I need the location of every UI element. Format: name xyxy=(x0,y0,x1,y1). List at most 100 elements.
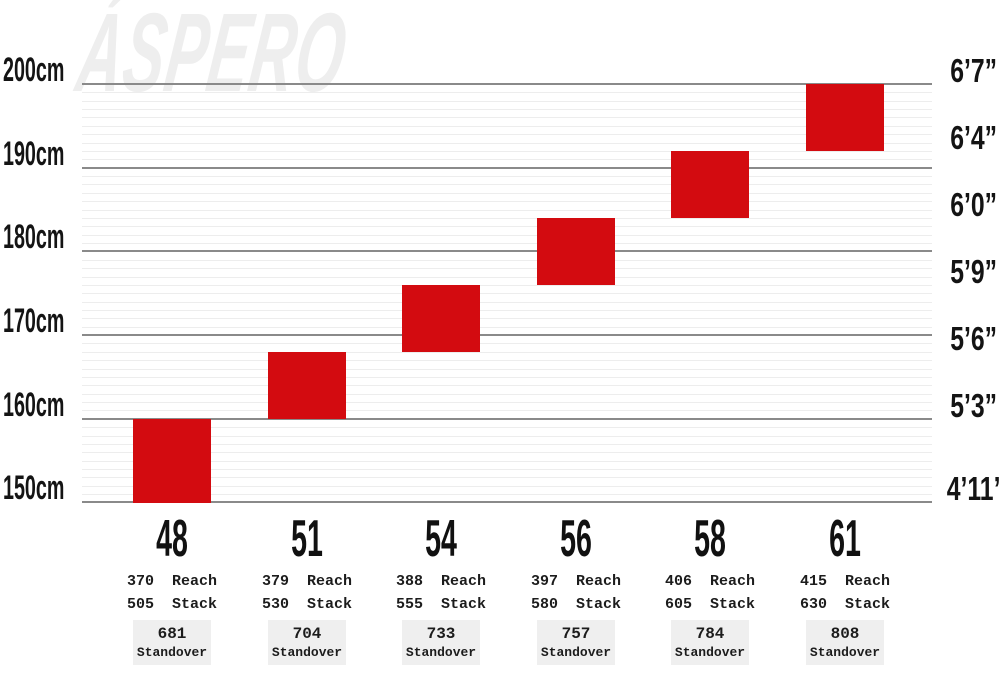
size-range-bar xyxy=(133,419,211,503)
gridline-minor xyxy=(82,394,932,395)
reach-value: 406 Reach xyxy=(664,573,755,590)
reach-value: 379 Reach xyxy=(261,573,352,590)
size-range-bar xyxy=(671,151,749,218)
standover-label: Standover xyxy=(405,645,477,660)
gridline-minor xyxy=(82,310,932,311)
reach-value: 397 Reach xyxy=(530,573,621,590)
size-range-bar xyxy=(268,352,346,419)
gridline-minor xyxy=(82,184,932,185)
gridline-minor xyxy=(82,427,932,428)
gridline-minor xyxy=(82,268,932,269)
right-axis-tick-label: 5’3” xyxy=(950,387,997,424)
standover-value: 808 xyxy=(830,625,860,643)
size-number-label: 51 xyxy=(291,510,323,568)
left-axis-tick-label: 170cm xyxy=(3,302,65,340)
gridline-major xyxy=(82,418,932,420)
stack-value: 580 Stack xyxy=(530,596,621,613)
gridline-minor xyxy=(82,385,932,386)
gridline-minor xyxy=(82,92,932,93)
right-axis-tick-label: 6’0” xyxy=(950,186,997,223)
gridline-minor xyxy=(82,469,932,470)
gridline-minor xyxy=(82,101,932,102)
reach-value: 415 Reach xyxy=(799,573,890,590)
gridline-major xyxy=(82,501,932,503)
right-axis-tick-label: 5’9” xyxy=(950,253,997,290)
standover-box: 704 Standover xyxy=(268,620,346,665)
stack-value: 530 Stack xyxy=(261,596,352,613)
gridline-minor xyxy=(82,151,932,152)
gridline-minor xyxy=(82,360,932,361)
standover-label: Standover xyxy=(540,645,612,660)
gridline-minor xyxy=(82,201,932,202)
left-axis-tick-label: 180cm xyxy=(3,218,65,256)
gridline-minor xyxy=(82,126,932,127)
gridline-minor xyxy=(82,461,932,462)
gridline-minor xyxy=(82,260,932,261)
standover-label: Standover xyxy=(271,645,343,660)
standover-box: 808 Standover xyxy=(806,620,884,665)
right-axis-tick-label: 4’11” xyxy=(946,470,1000,507)
standover-box: 757 Standover xyxy=(537,620,615,665)
standover-box: 681 Standover xyxy=(133,620,211,665)
gridline-minor xyxy=(82,277,932,278)
gridline-minor xyxy=(82,444,932,445)
gridline-minor xyxy=(82,243,932,244)
size-range-bar xyxy=(537,218,615,285)
gridline-major xyxy=(82,250,932,252)
size-number-label: 54 xyxy=(425,510,457,568)
gridline-minor xyxy=(82,193,932,194)
left-axis-tick-label: 160cm xyxy=(3,386,65,424)
gridline-minor xyxy=(82,327,932,328)
gridline-minor xyxy=(82,436,932,437)
standover-label: Standover xyxy=(136,645,208,660)
right-axis-tick-label: 5’6” xyxy=(950,320,997,357)
gridline-minor xyxy=(82,226,932,227)
size-number-label: 58 xyxy=(694,510,726,568)
size-number-label: 48 xyxy=(156,510,188,568)
gridline-minor xyxy=(82,477,932,478)
gridline-minor xyxy=(82,159,932,160)
size-number-label: 56 xyxy=(560,510,592,568)
gridline-minor xyxy=(82,109,932,110)
gridline-minor xyxy=(82,176,932,177)
gridline-minor xyxy=(82,402,932,403)
gridline-minor xyxy=(82,134,932,135)
stack-value: 605 Stack xyxy=(664,596,755,613)
left-axis-tick-label: 150cm xyxy=(3,469,65,507)
stack-value: 505 Stack xyxy=(126,596,217,613)
gridline-minor xyxy=(82,285,932,286)
standover-box: 784 Standover xyxy=(671,620,749,665)
gridline-minor xyxy=(82,143,932,144)
standover-label: Standover xyxy=(674,645,746,660)
gridline-major xyxy=(82,167,932,169)
gridline-minor xyxy=(82,318,932,319)
size-range-bar xyxy=(806,84,884,151)
reach-value: 388 Reach xyxy=(395,573,486,590)
reach-value: 370 Reach xyxy=(126,573,217,590)
right-axis-tick-label: 6’4” xyxy=(950,119,997,156)
standover-box: 733 Standover xyxy=(402,620,480,665)
size-range-bar xyxy=(402,285,480,352)
standover-value: 704 xyxy=(292,625,322,643)
gridline-minor xyxy=(82,452,932,453)
gridline-minor xyxy=(82,369,932,370)
gridline-minor xyxy=(82,235,932,236)
left-axis-tick-label: 200cm xyxy=(3,51,65,89)
size-number-label: 61 xyxy=(829,510,861,568)
standover-value: 733 xyxy=(426,625,456,643)
stack-value: 555 Stack xyxy=(395,596,486,613)
gridline-major xyxy=(82,334,932,336)
gridline-minor xyxy=(82,343,932,344)
right-axis-tick-label: 6’7” xyxy=(950,52,997,89)
gridline-minor xyxy=(82,117,932,118)
gridline-minor xyxy=(82,210,932,211)
gridline-minor xyxy=(82,293,932,294)
standover-value: 757 xyxy=(561,625,591,643)
standover-value: 784 xyxy=(695,625,725,643)
gridline-minor xyxy=(82,410,932,411)
gridline-minor xyxy=(82,377,932,378)
standover-value: 681 xyxy=(157,625,187,643)
gridline-major xyxy=(82,83,932,85)
stack-value: 630 Stack xyxy=(799,596,890,613)
